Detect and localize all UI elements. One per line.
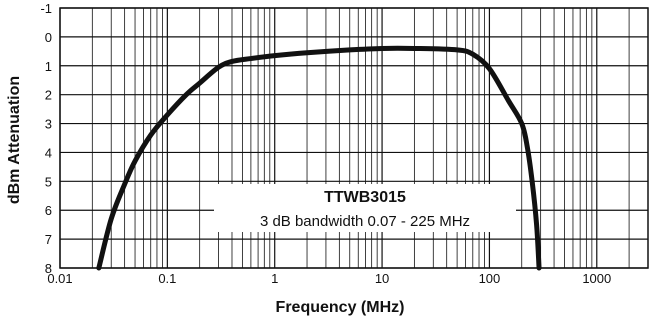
y-tick-label: 4 (45, 145, 52, 160)
x-tick-label: 1 (271, 271, 278, 286)
annotation-subtitle: 3 dB bandwidth 0.07 - 225 MHz (260, 213, 470, 230)
x-tick-label: 0.1 (158, 271, 176, 286)
x-axis-ticks: 0.01 0.1 1 10 100 1000 (47, 271, 611, 286)
annotation-box (214, 184, 516, 232)
x-tick-label: 100 (479, 271, 501, 286)
y-tick-label: 2 (45, 88, 52, 103)
x-tick-label: 0.01 (47, 271, 72, 286)
y-tick-label: 7 (45, 232, 52, 247)
x-axis-label: Frequency (MHz) (276, 299, 405, 316)
y-axis-ticks: -1 0 1 2 3 4 5 6 7 8 (40, 1, 52, 276)
y-tick-label: 0 (45, 30, 52, 45)
y-axis-label: dBm Attenuation (6, 76, 23, 204)
y-tick-label: 3 (45, 117, 52, 132)
y-tick-label: 5 (45, 174, 52, 189)
annotation-title: TTWB3015 (324, 189, 406, 206)
x-tick-label: 10 (375, 271, 389, 286)
y-tick-label: -1 (40, 1, 52, 16)
x-tick-label: 1000 (582, 271, 611, 286)
y-tick-label: 1 (45, 59, 52, 74)
y-tick-label: 8 (45, 261, 52, 276)
plot-frame (59, 7, 649, 269)
series-line (96, 45, 542, 271)
y-tick-label: 6 (45, 203, 52, 218)
